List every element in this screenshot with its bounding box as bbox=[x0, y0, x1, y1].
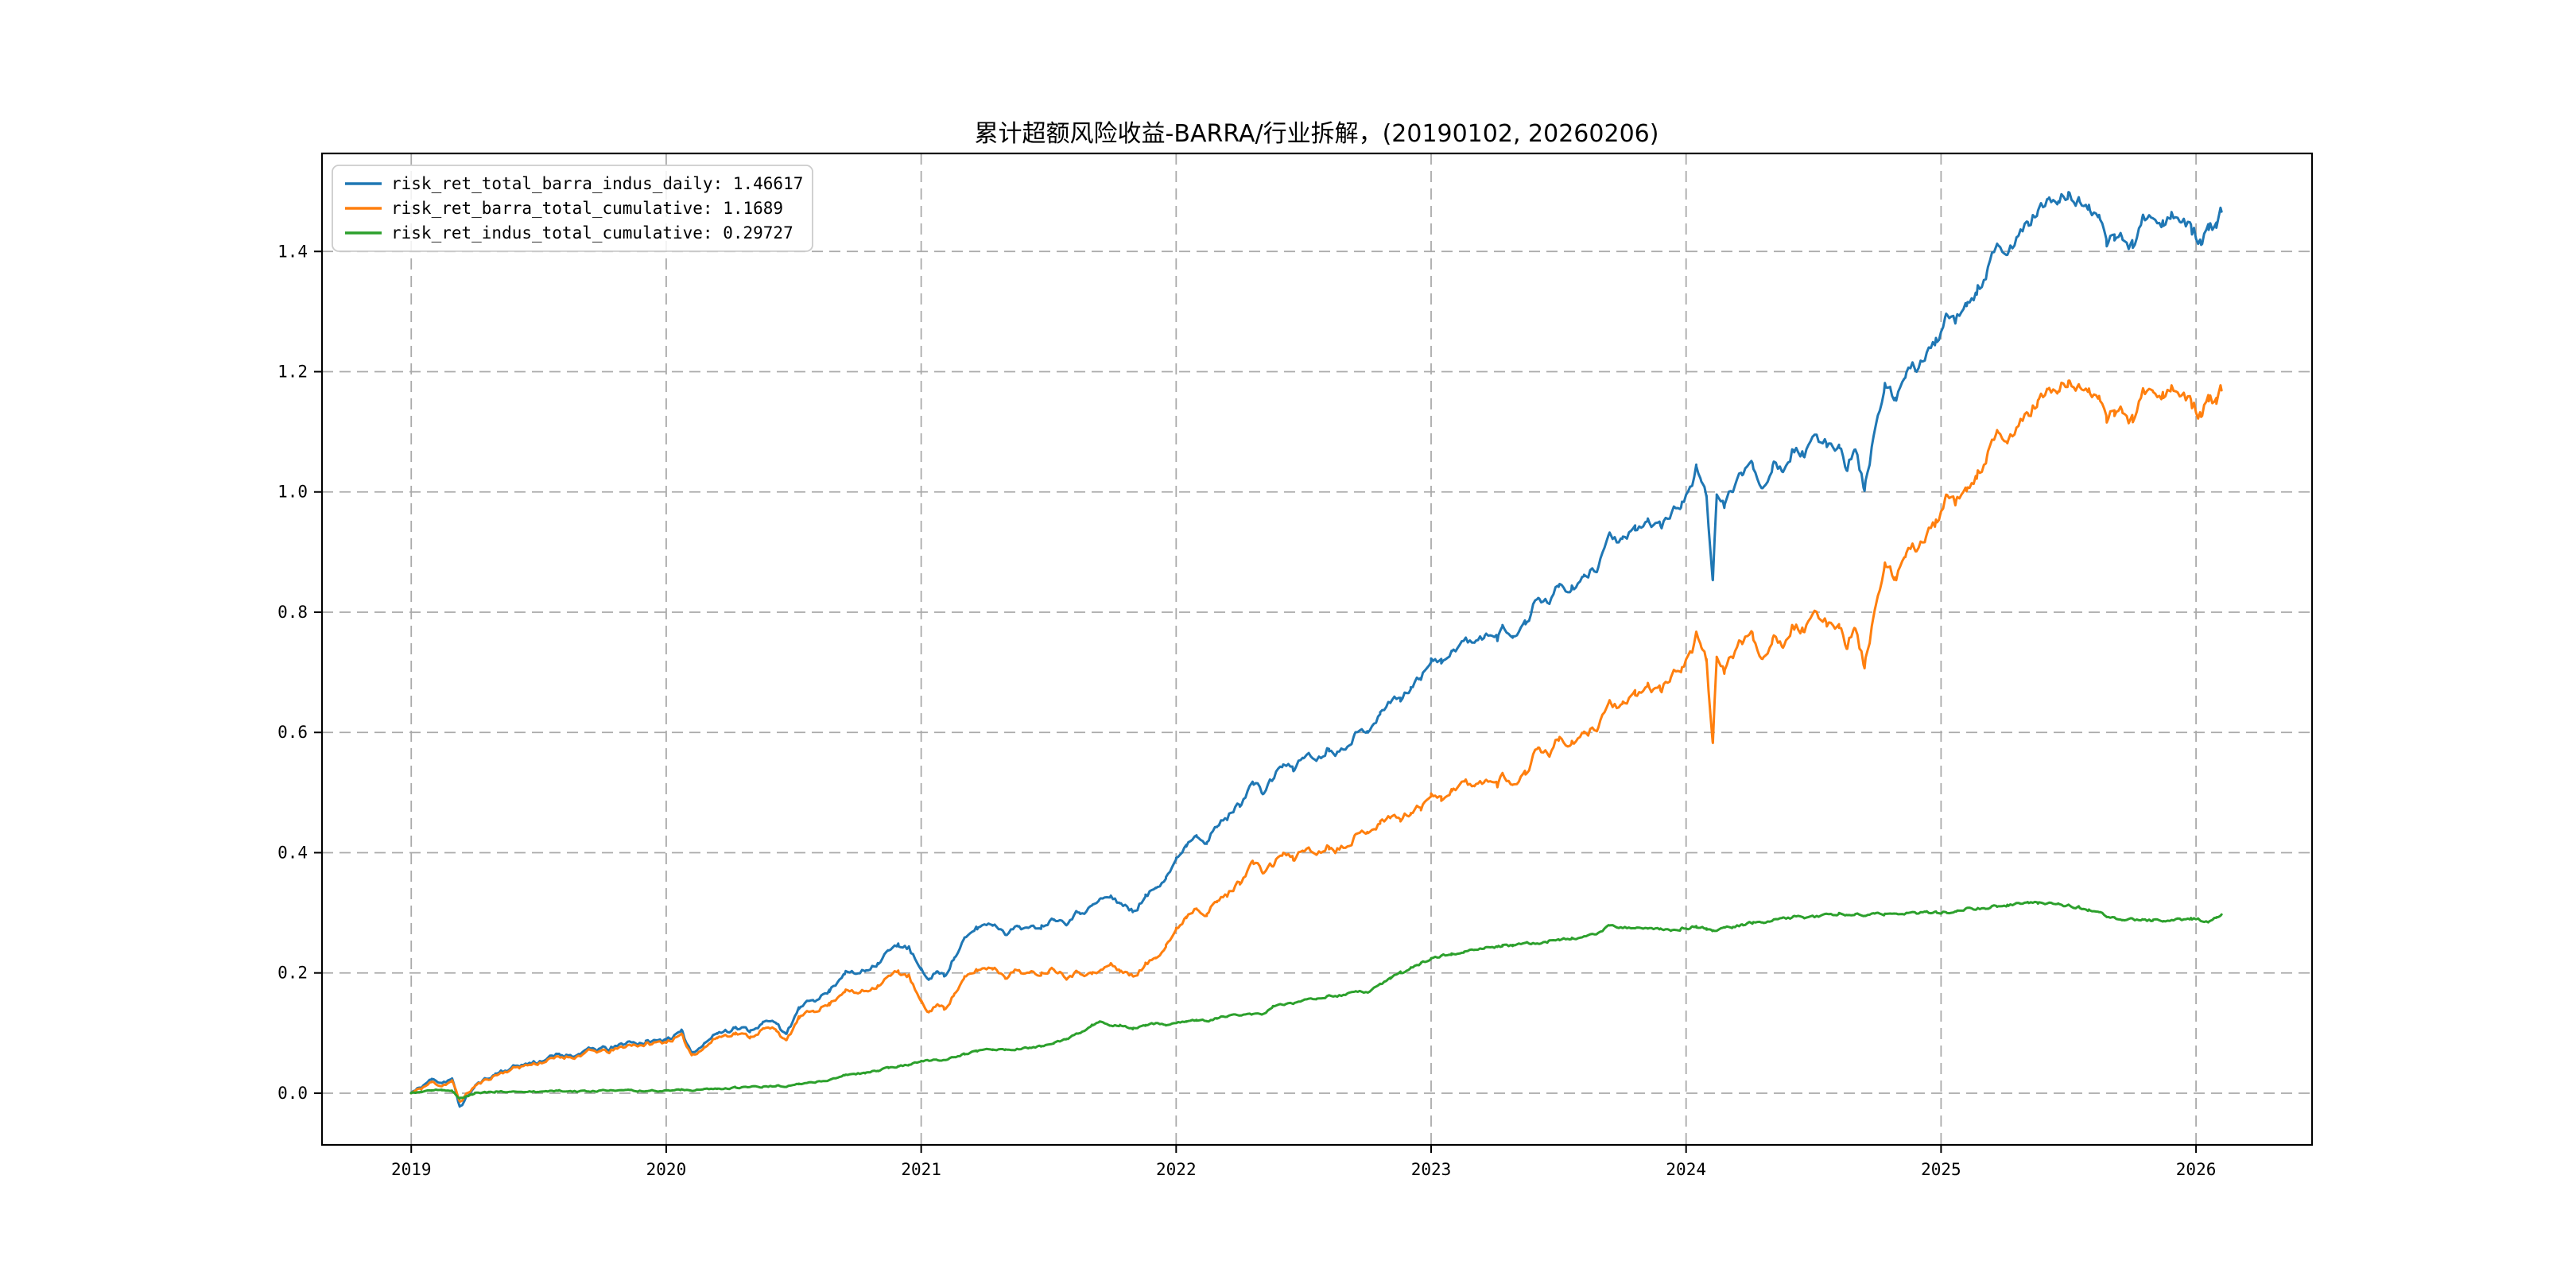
x-tick-label: 2026 bbox=[2176, 1160, 2217, 1179]
y-tick-label: 0.4 bbox=[277, 843, 308, 862]
x-tick-label: 2022 bbox=[1156, 1160, 1197, 1179]
y-tick-label: 0.0 bbox=[277, 1084, 308, 1103]
legend-frame bbox=[332, 165, 813, 252]
series-line-risk_ret_total_barra_indus_daily bbox=[409, 191, 2223, 1108]
legend-label-barra: risk_ret_barra_total_cumulative: 1.1689 bbox=[391, 199, 783, 218]
legend-label-total: risk_ret_total_barra_indus_daily: 1.4661… bbox=[391, 174, 803, 193]
chart-title: 累计超额风险收益-BARRA/行业拆解，(20190102, 20260206) bbox=[975, 120, 1659, 148]
x-tick-label: 2025 bbox=[1921, 1160, 1961, 1179]
data-series bbox=[409, 191, 2223, 1108]
axis-tick-labels: 2019 2020 2021 2022 2023 2024 2025 2026 0.0 0.2 0.… bbox=[277, 242, 2216, 1179]
legend-label-indus: risk_ret_indus_total_cumulative: 0.29727 bbox=[391, 223, 793, 242]
y-tick-label: 0.6 bbox=[277, 723, 308, 742]
y-tick-label: 1.2 bbox=[277, 363, 308, 382]
y-tick-label: 0.8 bbox=[277, 603, 308, 622]
series-line-risk_ret_indus_total_cumulative bbox=[409, 900, 2223, 1100]
plot-border bbox=[320, 152, 2314, 1146]
x-tick-label: 2023 bbox=[1411, 1160, 1452, 1179]
y-tick-label: 1.0 bbox=[277, 483, 308, 502]
y-tick-label: 1.4 bbox=[277, 242, 308, 261]
grid-lines bbox=[322, 153, 2312, 1145]
x-tick-label: 2021 bbox=[901, 1160, 941, 1179]
axis-ticks bbox=[314, 250, 2198, 1153]
series-line-risk_ret_barra_total_cumulative bbox=[409, 379, 2223, 1103]
x-tick-label: 2024 bbox=[1666, 1160, 1706, 1179]
y-tick-label: 0.2 bbox=[277, 964, 308, 983]
x-tick-label: 2019 bbox=[391, 1160, 432, 1179]
x-tick-label: 2020 bbox=[646, 1160, 687, 1179]
legend-box: risk_ret_total_barra_indus_daily: 1.4661… bbox=[332, 165, 813, 252]
